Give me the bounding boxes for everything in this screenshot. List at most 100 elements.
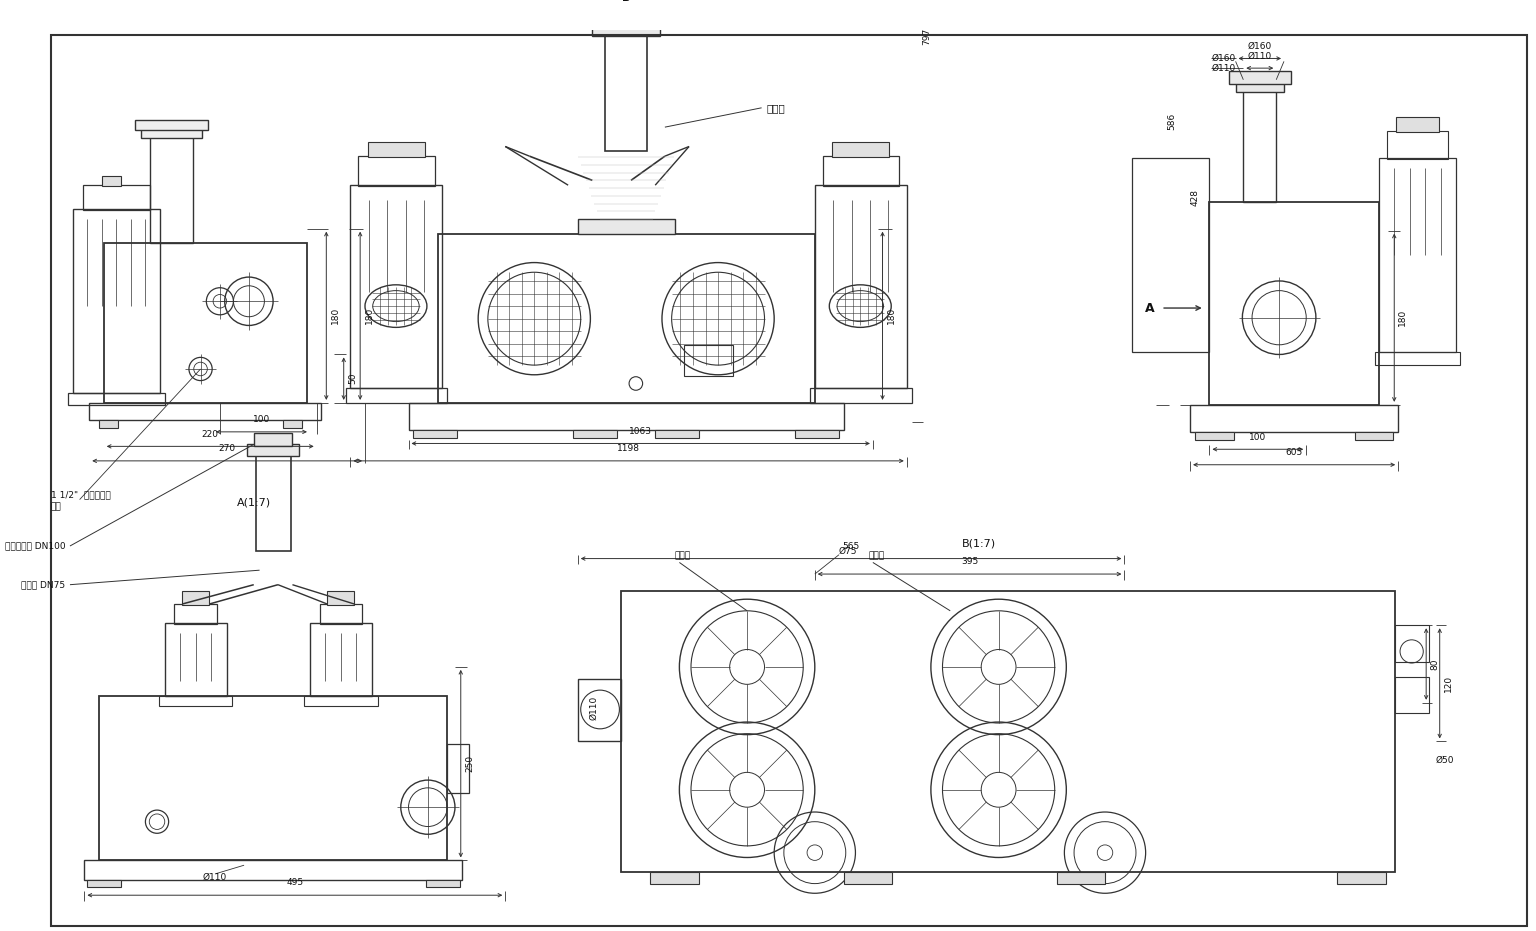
Text: Ø50: Ø50 xyxy=(1436,756,1455,765)
Bar xyxy=(809,388,911,403)
Bar xyxy=(346,388,447,403)
Text: 100: 100 xyxy=(1249,433,1267,441)
Text: 止回閥: 止回閥 xyxy=(766,102,785,113)
Bar xyxy=(1396,117,1439,132)
Bar xyxy=(447,744,468,792)
Text: 605: 605 xyxy=(1286,448,1303,457)
Text: 壓力排水管 DN100: 壓力排水管 DN100 xyxy=(5,542,65,550)
Bar xyxy=(593,25,660,36)
Bar xyxy=(350,185,442,388)
Bar xyxy=(1195,432,1233,439)
Text: 180: 180 xyxy=(1398,309,1407,327)
Bar xyxy=(1229,71,1290,84)
Bar xyxy=(413,430,456,438)
Bar xyxy=(578,679,622,741)
Bar xyxy=(1057,872,1104,884)
Bar xyxy=(84,860,462,880)
Text: Ø75: Ø75 xyxy=(839,546,857,555)
Text: 395: 395 xyxy=(962,558,978,566)
Text: 1 1/2"  手動隔膜泵: 1 1/2" 手動隔膜泵 xyxy=(51,491,111,499)
Bar xyxy=(304,696,378,706)
Text: 通氣管 DN75: 通氣管 DN75 xyxy=(22,580,65,589)
Bar xyxy=(135,120,209,130)
Text: B: B xyxy=(622,0,630,4)
Text: 1198: 1198 xyxy=(617,444,641,453)
Bar xyxy=(1190,405,1398,432)
Bar xyxy=(369,142,425,157)
Bar xyxy=(89,403,321,420)
Bar xyxy=(1209,202,1379,405)
Text: 797: 797 xyxy=(922,28,931,46)
Text: 586: 586 xyxy=(1167,113,1177,130)
Bar xyxy=(605,35,648,152)
Bar xyxy=(1235,82,1284,92)
Text: 180: 180 xyxy=(332,307,339,324)
Bar xyxy=(358,156,435,186)
Bar xyxy=(1375,352,1461,365)
Bar xyxy=(141,129,203,138)
Text: 接口: 接口 xyxy=(51,503,61,512)
Text: Ø110: Ø110 xyxy=(590,695,599,720)
Bar xyxy=(1395,626,1428,662)
Text: 180: 180 xyxy=(366,307,373,324)
Text: B(1:7): B(1:7) xyxy=(962,538,997,548)
Text: 220: 220 xyxy=(201,429,218,439)
Bar xyxy=(164,624,227,696)
Bar xyxy=(1338,872,1385,884)
Bar xyxy=(573,430,616,438)
Bar xyxy=(247,444,300,456)
Text: 270: 270 xyxy=(218,444,235,453)
Text: 120: 120 xyxy=(1444,675,1453,692)
Bar xyxy=(98,696,447,860)
Bar xyxy=(409,403,843,430)
Bar xyxy=(88,880,121,886)
Text: 檢修蓋: 檢修蓋 xyxy=(674,551,691,560)
Bar xyxy=(1379,158,1456,352)
Text: 565: 565 xyxy=(842,542,860,551)
Text: Ø110: Ø110 xyxy=(1212,63,1235,73)
Text: 80: 80 xyxy=(1430,658,1439,669)
Bar xyxy=(104,243,307,403)
Bar xyxy=(1387,131,1448,159)
Bar xyxy=(310,624,372,696)
Text: Ø110: Ø110 xyxy=(203,873,227,883)
Text: Ø160: Ø160 xyxy=(1247,42,1272,50)
Bar xyxy=(72,209,160,393)
Bar xyxy=(1355,432,1393,439)
Text: 皮托管: 皮托管 xyxy=(868,551,885,560)
Bar xyxy=(656,430,699,438)
Bar xyxy=(650,872,699,884)
Bar xyxy=(283,420,303,428)
Text: Ø110: Ø110 xyxy=(1247,51,1272,61)
Text: 428: 428 xyxy=(1190,189,1200,207)
Bar xyxy=(175,604,217,625)
Bar xyxy=(796,430,839,438)
Bar xyxy=(253,433,292,446)
Bar xyxy=(327,591,355,605)
Bar xyxy=(101,176,121,186)
Text: 50: 50 xyxy=(349,373,358,385)
Bar xyxy=(425,880,459,886)
Text: 1063: 1063 xyxy=(630,426,653,436)
Bar xyxy=(319,604,362,625)
Bar xyxy=(814,185,906,388)
Bar xyxy=(98,420,118,428)
Bar xyxy=(1243,90,1276,202)
Text: A: A xyxy=(1144,302,1155,315)
Bar xyxy=(578,219,674,234)
Bar xyxy=(255,454,290,551)
Bar xyxy=(83,185,151,210)
Text: A(1:7): A(1:7) xyxy=(237,497,270,507)
Text: 250: 250 xyxy=(465,755,475,772)
Bar xyxy=(68,393,164,405)
Text: 180: 180 xyxy=(888,307,897,324)
Text: 495: 495 xyxy=(286,879,304,887)
Bar xyxy=(833,142,889,157)
Bar xyxy=(823,156,899,186)
Bar xyxy=(599,16,653,27)
Bar xyxy=(622,591,1395,872)
Bar xyxy=(158,696,232,706)
Bar xyxy=(1395,677,1428,713)
Text: 100: 100 xyxy=(253,415,270,425)
Bar xyxy=(438,234,814,403)
